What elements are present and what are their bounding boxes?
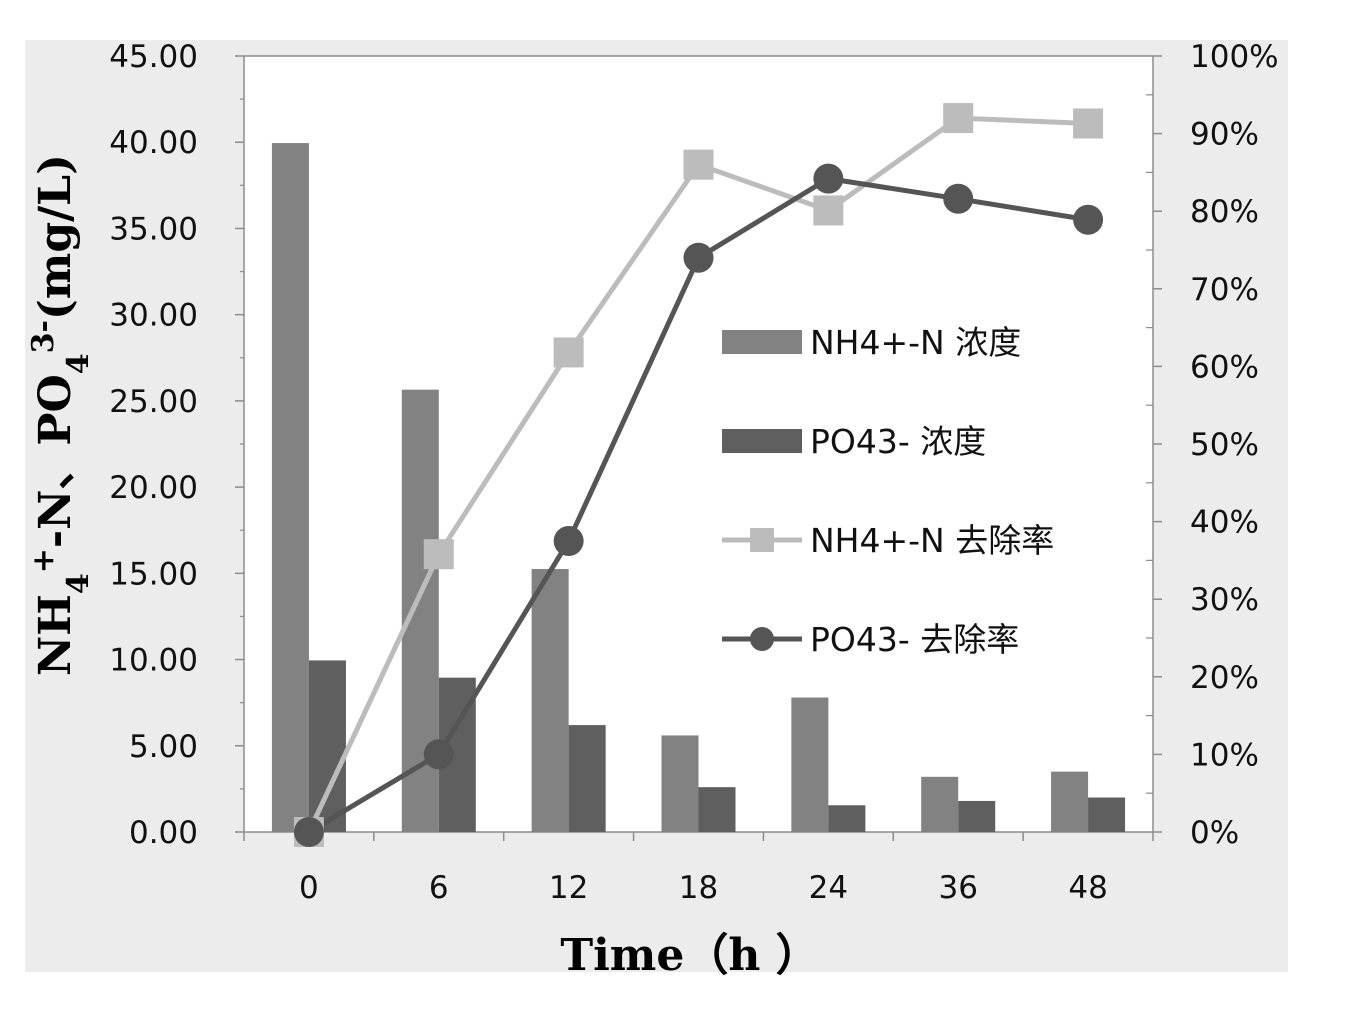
legend-label: NH4+-N 浓度 bbox=[810, 323, 1021, 362]
legend-swatch bbox=[722, 429, 802, 453]
y-axis-title-part: -N、PO bbox=[30, 374, 81, 548]
bar bbox=[661, 735, 699, 832]
bar bbox=[271, 143, 309, 832]
y-axis-title-part: 4 bbox=[61, 353, 96, 374]
point-circle bbox=[553, 526, 584, 556]
point-circle bbox=[813, 163, 844, 194]
point-circle bbox=[1073, 204, 1104, 235]
axes-layer: 0.00 5.00 10.00 15.00 20.00 25.00 30.00 35.00 40… bbox=[109, 39, 1278, 906]
bar bbox=[1088, 797, 1126, 832]
y-right-tick-label: 40% bbox=[1190, 505, 1259, 541]
y-right-tick-label: 50% bbox=[1190, 427, 1259, 463]
bar bbox=[791, 697, 829, 832]
point-square bbox=[1073, 108, 1104, 139]
y-left-tick-label: 20.00 bbox=[109, 470, 198, 506]
bar bbox=[958, 800, 996, 832]
point-circle bbox=[293, 817, 324, 847]
x-tick-label: 0 bbox=[299, 870, 319, 906]
y-left-tick-label: 35.00 bbox=[109, 211, 198, 247]
x-tick-label: 36 bbox=[938, 870, 977, 906]
point-circle bbox=[423, 739, 454, 770]
y-left-tick-label: 40.00 bbox=[109, 125, 198, 161]
bar bbox=[921, 776, 959, 832]
y-right-tick-label: 70% bbox=[1190, 272, 1259, 308]
legend-label: NH4+-N 去除率 bbox=[810, 521, 1054, 560]
x-axis-title: Time（h ） bbox=[560, 930, 819, 981]
x-tick-label: 6 bbox=[429, 870, 449, 906]
y-right-tick-label: 0% bbox=[1190, 815, 1239, 851]
point-square bbox=[553, 337, 584, 368]
legend-label: PO43- 去除率 bbox=[810, 620, 1019, 659]
y-left-tick-label: 0.00 bbox=[129, 815, 198, 851]
x-tick-label: 18 bbox=[679, 870, 718, 906]
bar bbox=[308, 660, 346, 832]
y-axis-title: NH4+-N、PO43-(mg/L) bbox=[26, 154, 96, 676]
x-tick-label: 48 bbox=[1068, 870, 1107, 906]
bar bbox=[828, 805, 866, 832]
y-right-tick-label: 90% bbox=[1190, 117, 1259, 153]
legend-marker-square bbox=[750, 528, 774, 552]
legend: NH4+-N 浓度 PO43- 浓度 NH4+-N 去除率 PO43- 去除率 bbox=[722, 323, 1054, 659]
y-axis-title-part: 3- bbox=[26, 320, 61, 353]
legend-marker-circle bbox=[750, 627, 774, 651]
y-left-tick-label: 15.00 bbox=[109, 556, 198, 592]
bar bbox=[698, 787, 736, 832]
y-left-tick-label: 30.00 bbox=[109, 298, 198, 334]
y-right-tick-label: 20% bbox=[1190, 660, 1259, 696]
point-circle bbox=[943, 183, 974, 214]
y-axis-title-part: (mg/L) bbox=[30, 154, 81, 320]
y-axis-title-part: NH bbox=[30, 594, 81, 676]
y-right-tick-label: 10% bbox=[1190, 737, 1259, 773]
point-square bbox=[813, 195, 844, 226]
y-right-tick-label: 100% bbox=[1190, 39, 1279, 75]
y-left-tick-label: 10.00 bbox=[109, 643, 198, 679]
y-left-tick-label: 5.00 bbox=[129, 729, 198, 765]
bar bbox=[568, 725, 606, 832]
plot-area bbox=[243, 55, 1154, 833]
bar bbox=[1051, 771, 1089, 832]
y-left-tick-label: 25.00 bbox=[109, 384, 198, 420]
point-square bbox=[423, 539, 454, 570]
lines-layer bbox=[293, 103, 1104, 847]
y-right-tick-label: 80% bbox=[1190, 194, 1259, 230]
y-left-tick-label: 45.00 bbox=[109, 39, 198, 75]
bar bbox=[531, 569, 569, 832]
point-circle bbox=[683, 242, 714, 273]
y-right-tick-label: 60% bbox=[1190, 349, 1259, 385]
bars-layer bbox=[271, 143, 1126, 832]
y-axis-title-part: 4 bbox=[61, 573, 96, 594]
legend-label: PO43- 浓度 bbox=[810, 422, 986, 461]
y-axis-title-part: + bbox=[26, 548, 61, 573]
point-square bbox=[683, 149, 714, 180]
point-square bbox=[943, 103, 974, 134]
legend-swatch bbox=[722, 330, 802, 354]
x-tick-label: 12 bbox=[549, 870, 588, 906]
x-tick-label: 24 bbox=[809, 870, 848, 906]
y-right-tick-label: 30% bbox=[1190, 582, 1259, 618]
